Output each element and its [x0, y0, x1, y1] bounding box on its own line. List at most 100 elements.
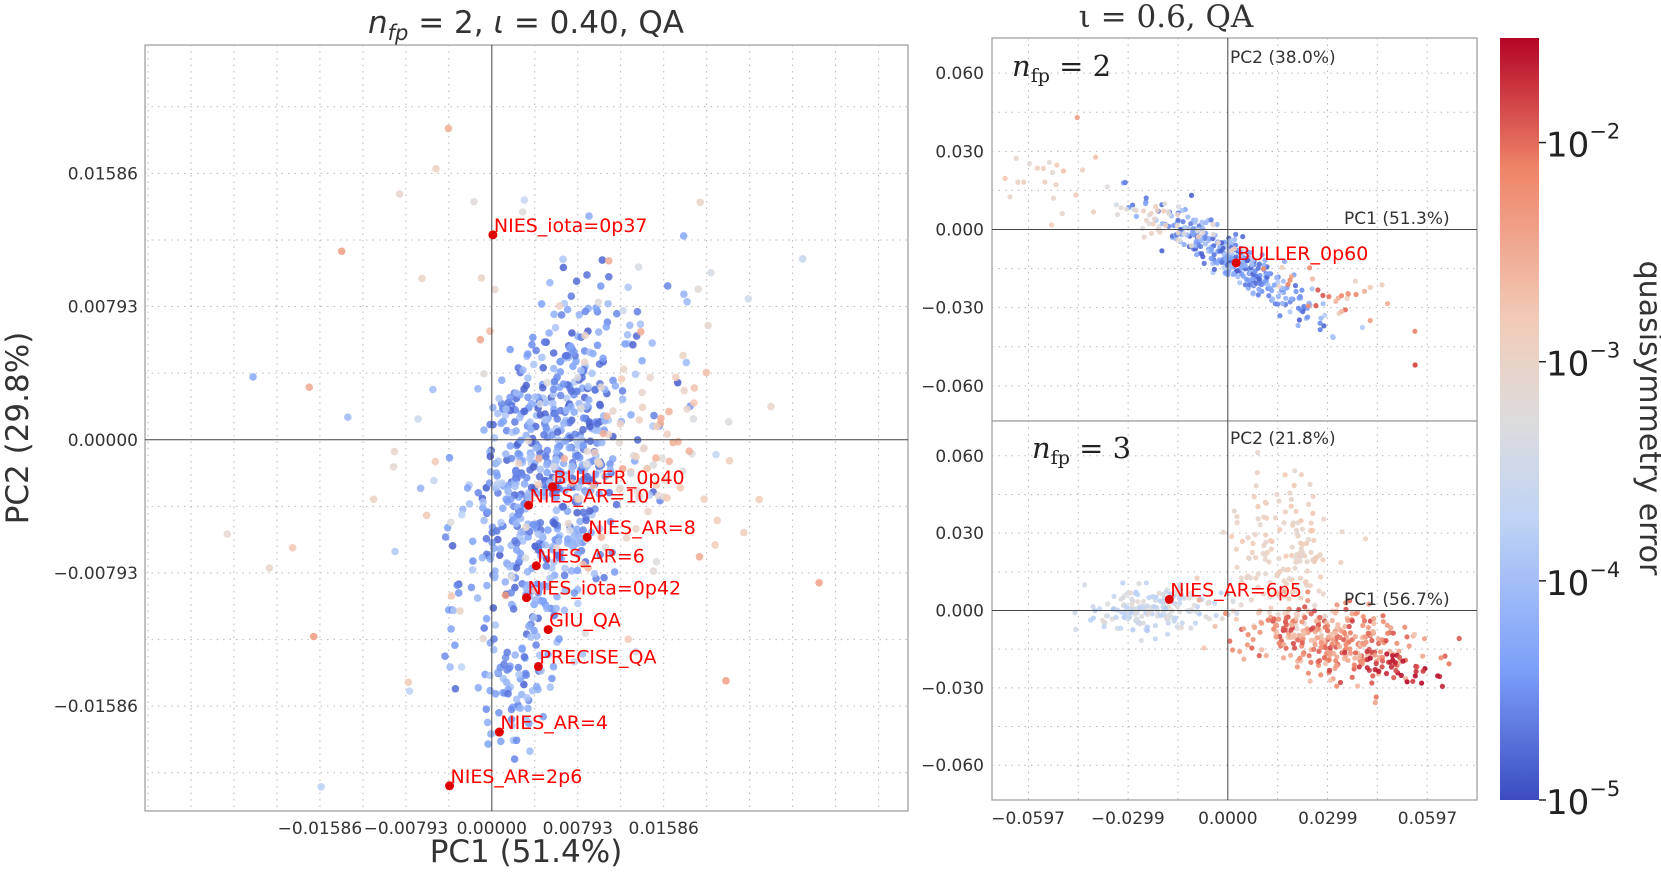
scatter-point — [660, 476, 669, 484]
scatter-point — [520, 196, 529, 204]
scatter-point — [597, 282, 605, 290]
scatter-point — [590, 569, 599, 578]
scatter-point — [1338, 559, 1344, 566]
scatter-point — [582, 516, 590, 525]
colorbar-tick-label: 10−3 — [1546, 339, 1620, 385]
scatter-point — [1349, 611, 1355, 617]
scatter-point — [604, 300, 612, 308]
colorbar-gradient — [1500, 38, 1539, 800]
scatter-point — [512, 736, 521, 745]
scatter-point — [1341, 637, 1347, 643]
scatter-point — [514, 510, 523, 519]
scatter-point — [482, 534, 491, 543]
bottom-pc2-label: PC2 (21.8%) — [1230, 429, 1336, 449]
scatter-point — [1242, 282, 1248, 288]
scatter-point — [1276, 640, 1282, 646]
scatter-point — [1179, 620, 1185, 626]
scatter-point — [1287, 277, 1293, 283]
scatter-point — [1442, 653, 1448, 659]
scatter-point — [1282, 509, 1288, 515]
scatter-point — [1282, 472, 1288, 478]
scatter-point — [1239, 579, 1245, 585]
scatter-point — [609, 407, 617, 415]
scatter-point — [624, 635, 632, 643]
scatter-point — [223, 530, 232, 538]
scatter-point — [497, 419, 505, 428]
scatter-point — [1090, 209, 1097, 215]
scatter-point — [1343, 641, 1349, 648]
scatter-point — [1162, 201, 1168, 207]
scatter-point — [1192, 620, 1199, 626]
scatter-point — [1250, 290, 1256, 296]
scatter-point — [499, 504, 507, 513]
scatter-point — [496, 545, 505, 553]
scatter-point — [1296, 317, 1302, 323]
scatter-point — [1188, 625, 1194, 631]
scatter-point — [555, 302, 564, 310]
scatter-point — [1308, 549, 1314, 556]
scatter-point — [685, 447, 693, 456]
scatter-point — [1235, 274, 1241, 280]
scatter-point — [309, 632, 318, 641]
scatter-point — [559, 502, 567, 511]
scatter-point — [542, 562, 550, 570]
scatter-point — [477, 274, 486, 282]
scatter-point — [1365, 630, 1371, 636]
scatter-point — [1317, 614, 1323, 621]
scatter-point — [579, 508, 587, 517]
scatter-point — [1161, 208, 1167, 214]
scatter-point — [1320, 292, 1326, 299]
scatter-point — [1265, 617, 1271, 623]
x-tick-label: −0.00793 — [364, 819, 449, 839]
scatter-point — [1123, 206, 1130, 212]
scatter-point — [483, 581, 491, 590]
scatter-point — [1237, 247, 1243, 253]
top-subplot-points — [1002, 114, 1418, 368]
scatter-point — [589, 349, 597, 358]
scatter-point — [1143, 201, 1149, 207]
scatter-point — [599, 354, 607, 363]
scatter-point — [557, 406, 565, 415]
scatter-point — [1281, 655, 1287, 661]
scatter-point — [573, 508, 581, 517]
scatter-point — [1132, 611, 1138, 617]
scatter-point — [1223, 610, 1229, 617]
scatter-point — [447, 625, 455, 633]
scatter-point — [524, 350, 532, 358]
scatter-point — [1288, 296, 1294, 302]
x-tick-label: 0.0299 — [1298, 809, 1357, 829]
scatter-point — [1118, 625, 1124, 631]
scatter-point — [1144, 603, 1150, 609]
scatter-point — [1299, 287, 1305, 293]
scatter-point — [1305, 670, 1311, 676]
scatter-point — [504, 487, 512, 495]
scatter-point — [486, 420, 494, 429]
scatter-point — [524, 374, 532, 382]
colorbar-label: quasisymmetry error — [1632, 261, 1661, 576]
y-tick-label: −0.060 — [921, 756, 984, 776]
scatter-point — [1289, 589, 1295, 595]
scatter-point — [570, 658, 579, 666]
scatter-point — [1189, 590, 1195, 596]
scatter-point — [1118, 205, 1124, 211]
scatter-point — [643, 464, 651, 473]
scatter-point — [1329, 333, 1336, 340]
scatter-point — [1026, 161, 1033, 167]
scatter-point — [1252, 532, 1258, 538]
scatter-point — [550, 520, 559, 528]
scatter-point — [1088, 617, 1094, 623]
scatter-point — [1127, 614, 1133, 620]
scatter-point — [1244, 575, 1250, 581]
scatter-point — [559, 380, 568, 388]
scatter-point — [1304, 568, 1310, 574]
scatter-point — [1267, 594, 1274, 600]
y-tick-label: 0.030 — [935, 524, 984, 544]
scatter-point — [468, 566, 477, 574]
scatter-point — [652, 481, 660, 489]
scatter-point — [1245, 632, 1251, 638]
scatter-point — [520, 407, 528, 416]
scatter-point — [532, 444, 540, 452]
scatter-point — [1313, 303, 1319, 309]
scatter-point — [1234, 514, 1240, 520]
scatter-point — [615, 485, 624, 494]
